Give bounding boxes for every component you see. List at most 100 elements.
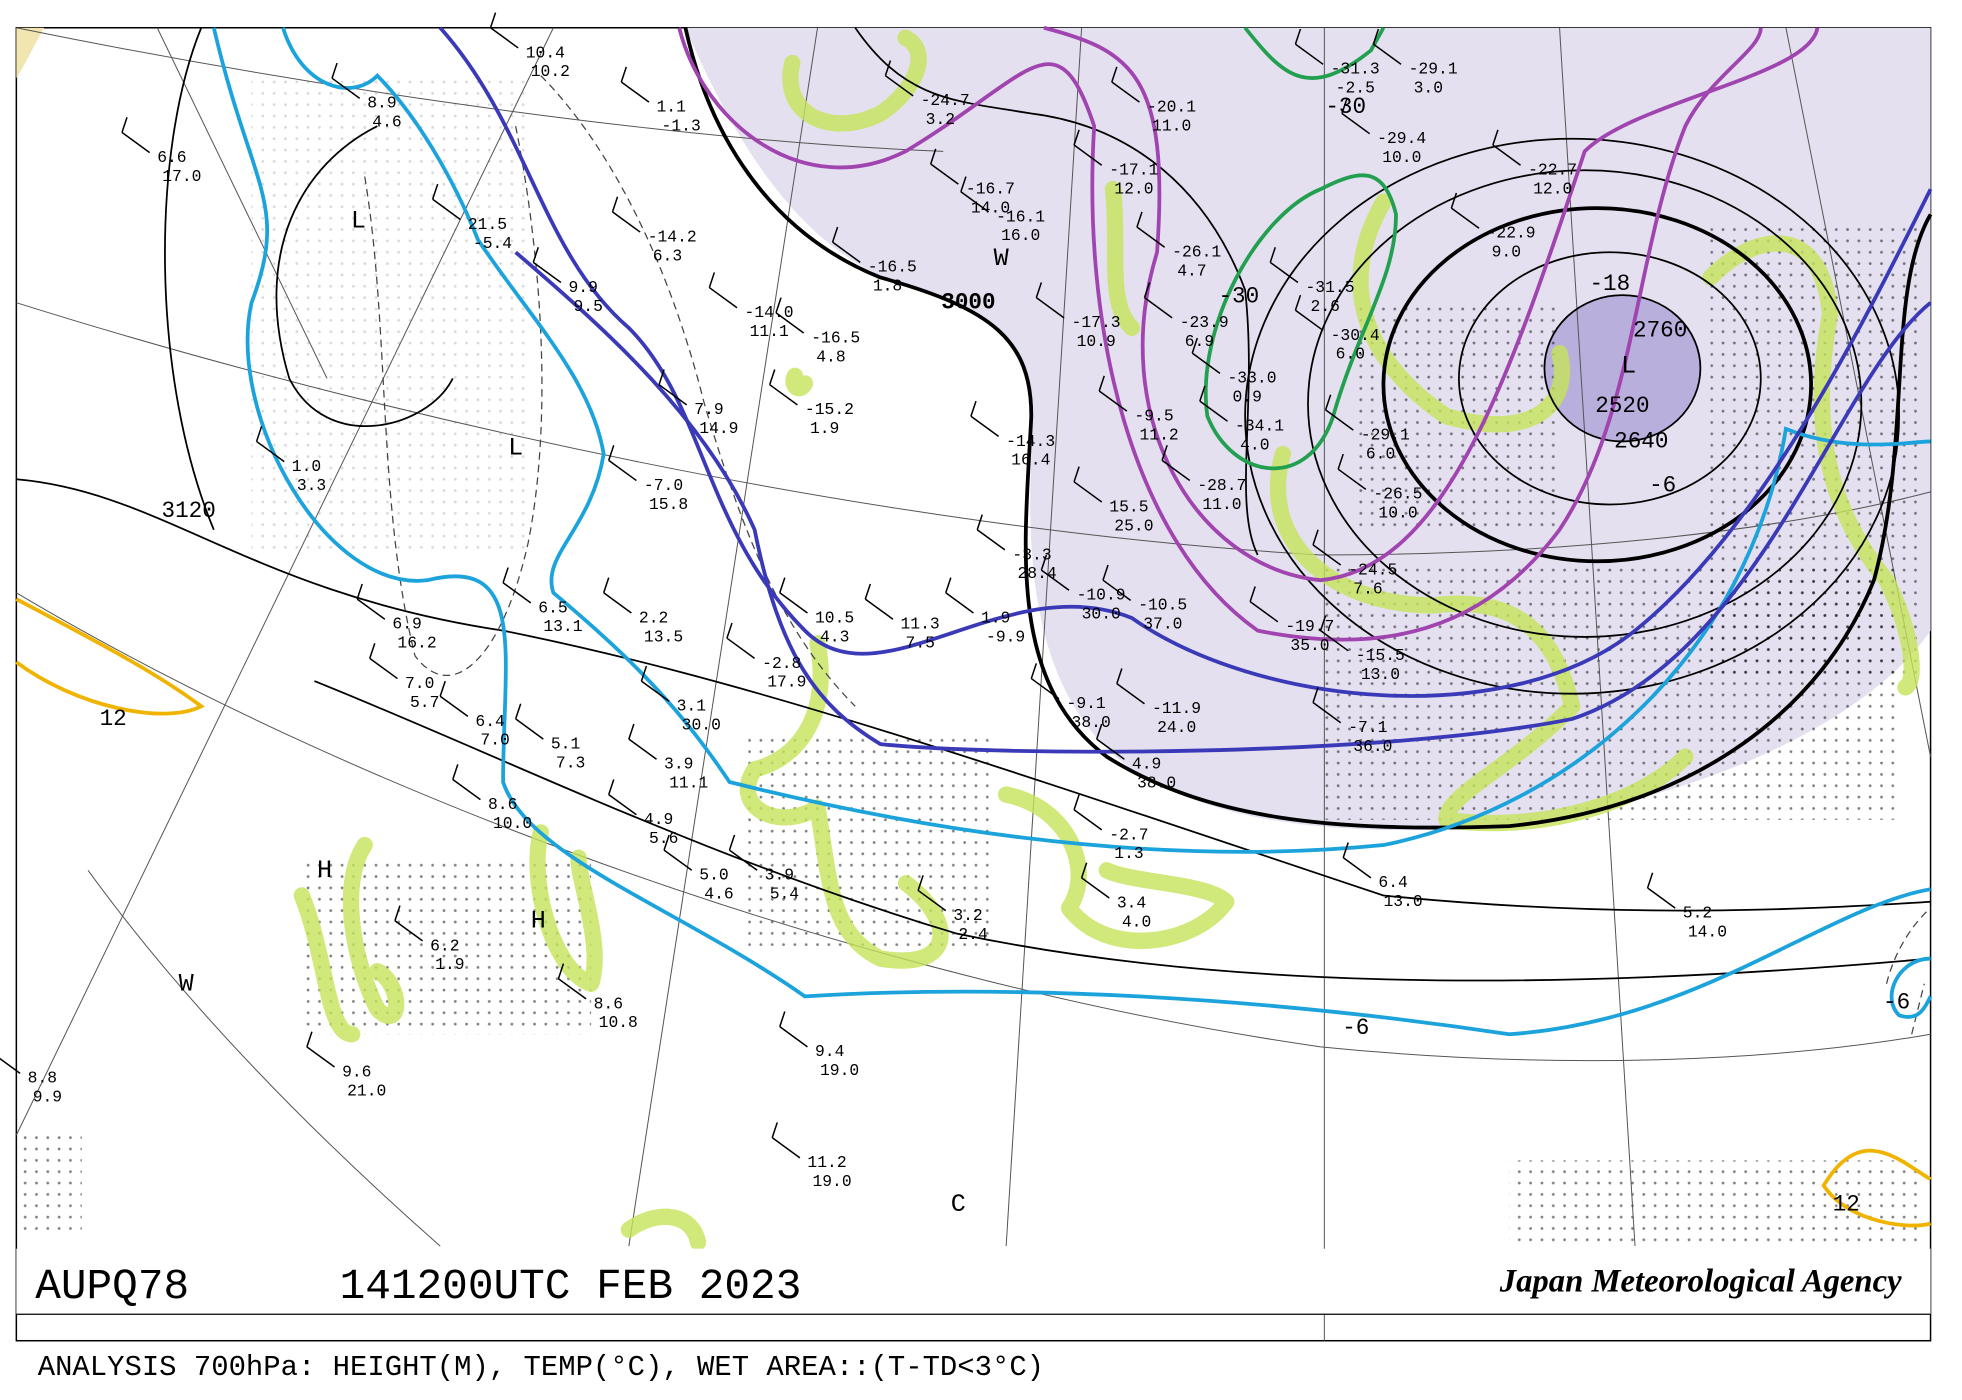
chart-code: AUPQ78 (35, 1262, 189, 1311)
wind-barb (1337, 468, 1367, 490)
latitude-line (16, 592, 1931, 1062)
wind-barb (306, 1046, 335, 1068)
stipple (18, 75, 1925, 1249)
description: ANALYSIS 700hPa: HEIGHT(M), TEMP(°C), WE… (38, 1351, 1044, 1384)
station-dewpoint-depression: -2.5 (1336, 79, 1375, 98)
pressure-symbol: L (508, 433, 523, 462)
isotherms (15, 25, 1933, 1228)
station-temp: 8.6 (488, 795, 517, 814)
wind-barb (1319, 615, 1327, 631)
isotherm (1243, 26, 1386, 80)
pressure-symbol: C (951, 1190, 966, 1219)
station-temp: -26.5 (1373, 485, 1422, 504)
wind-barb (1035, 282, 1043, 298)
wind-barb (1492, 144, 1521, 166)
station-temp: 9.6 (342, 1062, 371, 1081)
wind-barb (970, 400, 977, 417)
wind-barb (1111, 81, 1140, 103)
station-temp: -29.1 (1409, 60, 1458, 79)
station-dewpoint-depression: 6.3 (653, 246, 682, 265)
wind-barb (1081, 877, 1110, 899)
wind-barb (1073, 809, 1103, 831)
wind-barb (864, 583, 872, 600)
wind-barb (1647, 887, 1676, 909)
station-temp: -7.0 (644, 476, 683, 495)
station-dewpoint-depression: 12.0 (1533, 180, 1572, 199)
station-dewpoint-depression: 37.0 (1143, 615, 1182, 634)
station-dewpoint-depression: 13.1 (543, 617, 582, 636)
isotherm (211, 27, 1931, 1037)
station-dewpoint-depression: 7.5 (906, 634, 935, 653)
header-band (16, 1248, 1931, 1315)
station-dewpoint-depression: 9.9 (33, 1088, 62, 1107)
longitude-line (1005, 27, 1083, 1247)
station-temp: 3.9 (664, 755, 693, 774)
wind-barb (502, 582, 532, 604)
station-temp: -16.5 (868, 258, 917, 277)
wind-barb (1073, 466, 1080, 483)
wind-barb (452, 778, 481, 801)
wind-barb (1646, 872, 1654, 889)
wind-barb (1294, 43, 1324, 65)
station-temp: 6.9 (392, 615, 421, 634)
wind-barb (1144, 297, 1173, 319)
station-dewpoint-depression: 7.6 (1353, 579, 1382, 598)
wind-barb (729, 849, 758, 871)
wind-barb (1294, 309, 1324, 332)
station-dewpoint-depression: 11.1 (750, 322, 789, 341)
station-dewpoint-depression: 4.0 (1122, 912, 1151, 931)
wind-barb (1073, 144, 1103, 166)
latitude-line (16, 27, 944, 152)
station-temp: 9.9 (568, 278, 597, 297)
wind-barb (1098, 390, 1128, 412)
station-dewpoint-depression: 1.9 (810, 419, 839, 438)
station-dewpoint-depression: 9.0 (1492, 243, 1521, 262)
station-temp: -24.5 (1348, 560, 1397, 579)
wind-barb (1312, 687, 1319, 703)
wind-barb (331, 77, 361, 99)
wind-barb (1116, 668, 1123, 684)
stipple-area (1710, 227, 1925, 682)
wind-barb (1249, 601, 1279, 623)
wind-barb (612, 211, 641, 233)
wind-barb (1030, 677, 1060, 700)
stipple-area (742, 731, 994, 946)
wind-barb (394, 920, 424, 942)
latitude-line (87, 869, 441, 1247)
station-dewpoint-depression: 3.2 (926, 110, 955, 129)
wind-barb (121, 117, 128, 133)
station-temp: -2.7 (1109, 825, 1148, 844)
station-temp: 11.2 (807, 1153, 846, 1172)
contour-label: 3000 (941, 290, 995, 316)
wind-barb (1312, 701, 1342, 724)
height-contour (1307, 169, 1863, 638)
wind-barb (608, 793, 637, 816)
pressure-symbol: H (531, 906, 546, 935)
wind-barb (917, 889, 947, 912)
station-temp: -31.3 (1331, 60, 1380, 79)
wind-barb (0, 1057, 21, 1074)
station-temp: -15.5 (1356, 646, 1405, 665)
wind-barb (779, 1011, 786, 1027)
wind-barb (726, 637, 756, 659)
pressure-symbol: H (317, 856, 332, 885)
station-dewpoint-depression: 35.0 (1290, 636, 1329, 655)
wind-barb (1073, 794, 1080, 810)
height-contour (1458, 251, 1762, 506)
wind-barb (1116, 682, 1145, 705)
station-dewpoint-depression: 11.1 (669, 774, 708, 793)
wind-barb (331, 62, 338, 79)
wind-barb (608, 779, 615, 795)
isotherm (1043, 25, 1820, 583)
station-dewpoint-depression: 24.0 (1157, 718, 1196, 737)
station-dewpoint-depression: 11.0 (1202, 495, 1241, 514)
wind-barb (775, 312, 805, 334)
station-dewpoint-depression: 2.6 (1311, 297, 1340, 316)
pressure-symbol: L (1621, 351, 1636, 380)
wind-barb (439, 695, 469, 718)
wind-barb (864, 598, 894, 620)
wind-barb (1337, 453, 1344, 470)
station-temp: 5.1 (551, 734, 581, 753)
